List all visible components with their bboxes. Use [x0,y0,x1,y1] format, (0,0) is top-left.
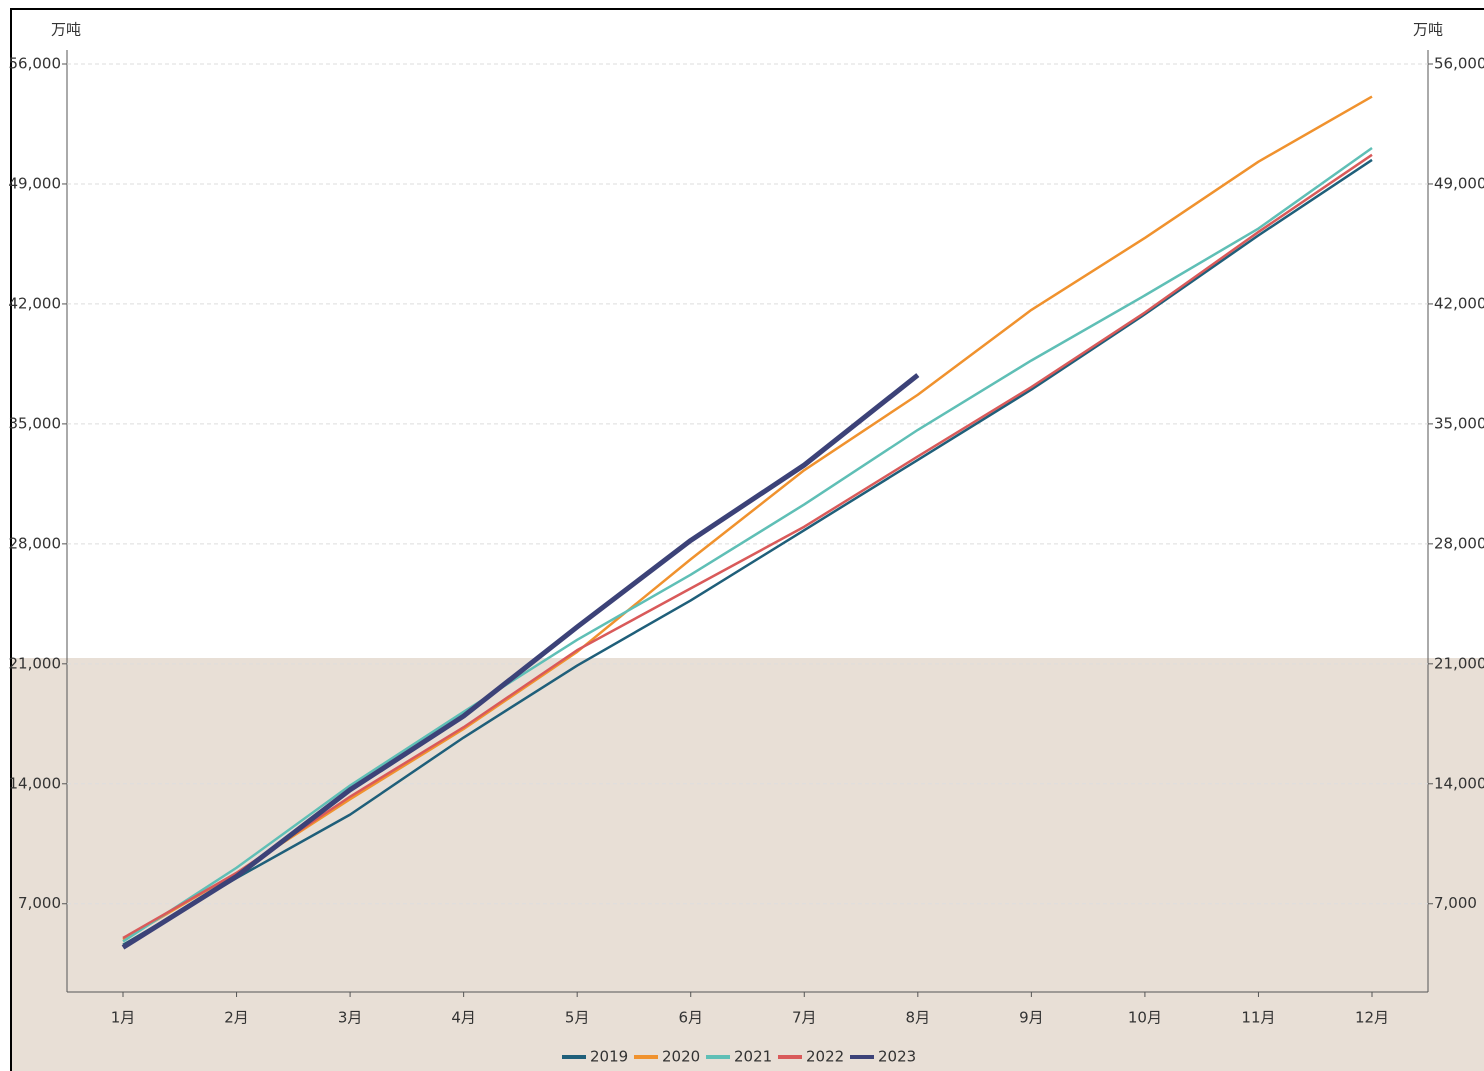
y2-tick-label: 7,000 [1434,894,1477,912]
x-tick-label: 8月 [906,1009,931,1027]
x-tick-label: 1月 [111,1009,136,1027]
series-line [122,146,1373,943]
y-tick-label: 35,000 [9,414,62,432]
frame [10,8,1484,1071]
x-tick-label: 3月 [338,1009,363,1027]
series-line [122,153,1373,940]
y2-tick-label: 49,000 [1434,174,1484,192]
y-tick-label: 14,000 [9,774,62,792]
y-tick-label: 28,000 [9,534,62,552]
y2-tick-label: 14,000 [1434,774,1484,792]
y-tick-label: 56,000 [9,55,62,73]
y2-tick-label: 35,000 [1434,414,1484,432]
x-tick-label: 2月 [224,1009,249,1027]
y2-tick-label: 56,000 [1434,55,1484,73]
legend-label: 2021 [734,1048,772,1066]
x-tick-label: 6月 [678,1009,703,1027]
x-tick-label: 12月 [1355,1009,1389,1027]
x-tick-label: 9月 [1019,1009,1044,1027]
x-tick-label: 10月 [1128,1009,1162,1027]
x-tick-label: 7月 [792,1009,817,1027]
legend-label: 2020 [662,1048,700,1066]
y2-tick-label: 28,000 [1434,534,1484,552]
legend-label: 2023 [878,1048,916,1066]
x-tick-label: 5月 [565,1009,590,1027]
x-tick-label: 4月 [451,1009,476,1027]
y2-tick-label: 42,000 [1434,294,1484,312]
y2-tick-label: 21,000 [1434,654,1484,672]
series-line [122,158,1373,946]
x-tick-label: 11月 [1241,1009,1275,1027]
legend-label: 2022 [806,1048,844,1066]
series-line [122,95,1373,941]
y-tick-label: 42,000 [9,294,62,312]
series-line [121,373,920,950]
legend-label: 2019 [590,1048,628,1066]
y-axis-label: 万吨 [51,21,81,39]
y-tick-label: 21,000 [9,654,62,672]
y2-axis-label: 万吨 [1413,21,1443,39]
y-tick-label: 49,000 [9,174,62,192]
y-tick-label: 7,000 [18,894,61,912]
